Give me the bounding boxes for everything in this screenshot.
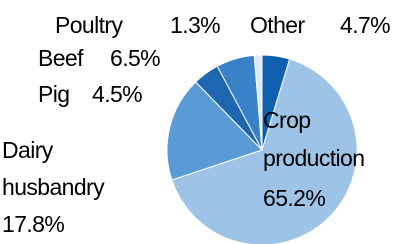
slice-label: Other [250, 12, 305, 38]
slice-value: 4.7% [340, 12, 390, 38]
slice-label: Poultry [55, 12, 123, 38]
slice-value: 6.5% [110, 45, 160, 71]
slice-value: 65.2% [263, 185, 325, 211]
slice-value: 1.3% [170, 12, 220, 38]
chart: Other4.7%Cropproduction65.2%Dairyhusband… [0, 0, 413, 244]
slice-value: 4.5% [92, 81, 142, 107]
slice-label: Pig [38, 81, 69, 107]
slice-value: 17.8% [2, 211, 64, 237]
slice-label: Beef [38, 45, 84, 71]
